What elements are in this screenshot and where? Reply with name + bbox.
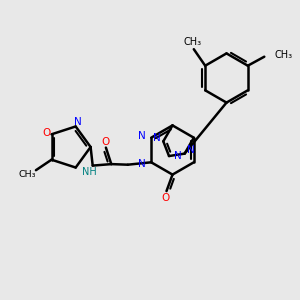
Text: N: N (138, 159, 146, 169)
Text: CH₃: CH₃ (274, 50, 292, 60)
Text: N: N (174, 151, 182, 161)
Text: N: N (153, 133, 161, 143)
Text: CH₃: CH₃ (183, 37, 201, 47)
Text: N: N (74, 117, 82, 127)
Text: O: O (161, 193, 169, 203)
Text: O: O (102, 136, 110, 147)
Text: CH₃: CH₃ (19, 170, 36, 179)
Text: O: O (42, 128, 50, 138)
Text: NH: NH (82, 167, 97, 177)
Text: N: N (138, 131, 146, 141)
Text: N: N (187, 145, 195, 155)
